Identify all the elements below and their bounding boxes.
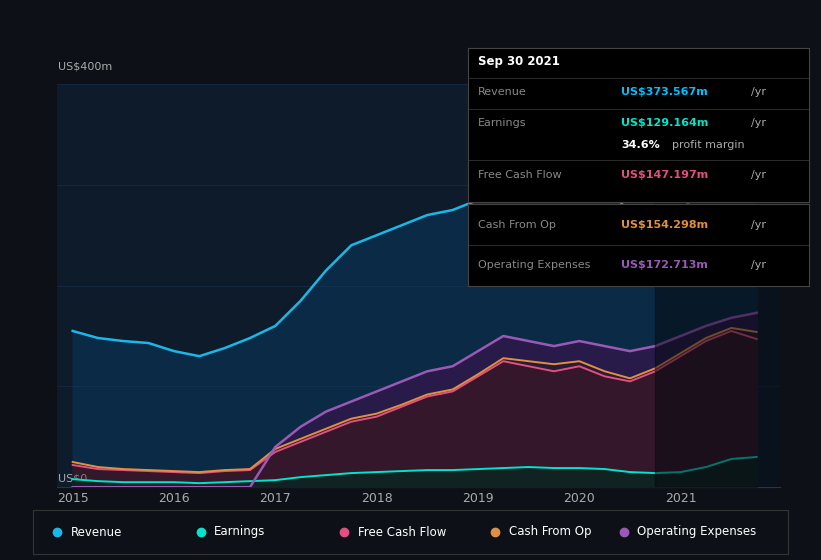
- Text: /yr: /yr: [750, 220, 766, 230]
- Text: /yr: /yr: [750, 260, 766, 270]
- Bar: [655, 84, 782, 487]
- Text: Cash From Op: Cash From Op: [509, 525, 591, 539]
- Text: Cash From Op: Cash From Op: [478, 220, 556, 230]
- Text: /yr: /yr: [750, 170, 766, 180]
- Text: US$147.197m: US$147.197m: [621, 170, 709, 180]
- Text: US$129.164m: US$129.164m: [621, 118, 709, 128]
- Text: Earnings: Earnings: [478, 118, 527, 128]
- Text: Revenue: Revenue: [71, 525, 122, 539]
- Text: US$400m: US$400m: [58, 62, 112, 72]
- Text: /yr: /yr: [750, 118, 766, 128]
- Text: Free Cash Flow: Free Cash Flow: [478, 170, 562, 180]
- Text: US$154.298m: US$154.298m: [621, 220, 709, 230]
- Text: Revenue: Revenue: [478, 87, 527, 97]
- Text: Sep 30 2021: Sep 30 2021: [478, 55, 560, 68]
- Text: profit margin: profit margin: [672, 139, 745, 150]
- Text: US$172.713m: US$172.713m: [621, 260, 709, 270]
- Text: 34.6%: 34.6%: [621, 139, 660, 150]
- Text: Operating Expenses: Operating Expenses: [637, 525, 756, 539]
- Text: US$0: US$0: [58, 473, 88, 483]
- Text: US$373.567m: US$373.567m: [621, 87, 708, 97]
- Text: Earnings: Earnings: [214, 525, 265, 539]
- Text: Operating Expenses: Operating Expenses: [478, 260, 590, 270]
- Text: /yr: /yr: [750, 87, 766, 97]
- Text: Free Cash Flow: Free Cash Flow: [358, 525, 446, 539]
